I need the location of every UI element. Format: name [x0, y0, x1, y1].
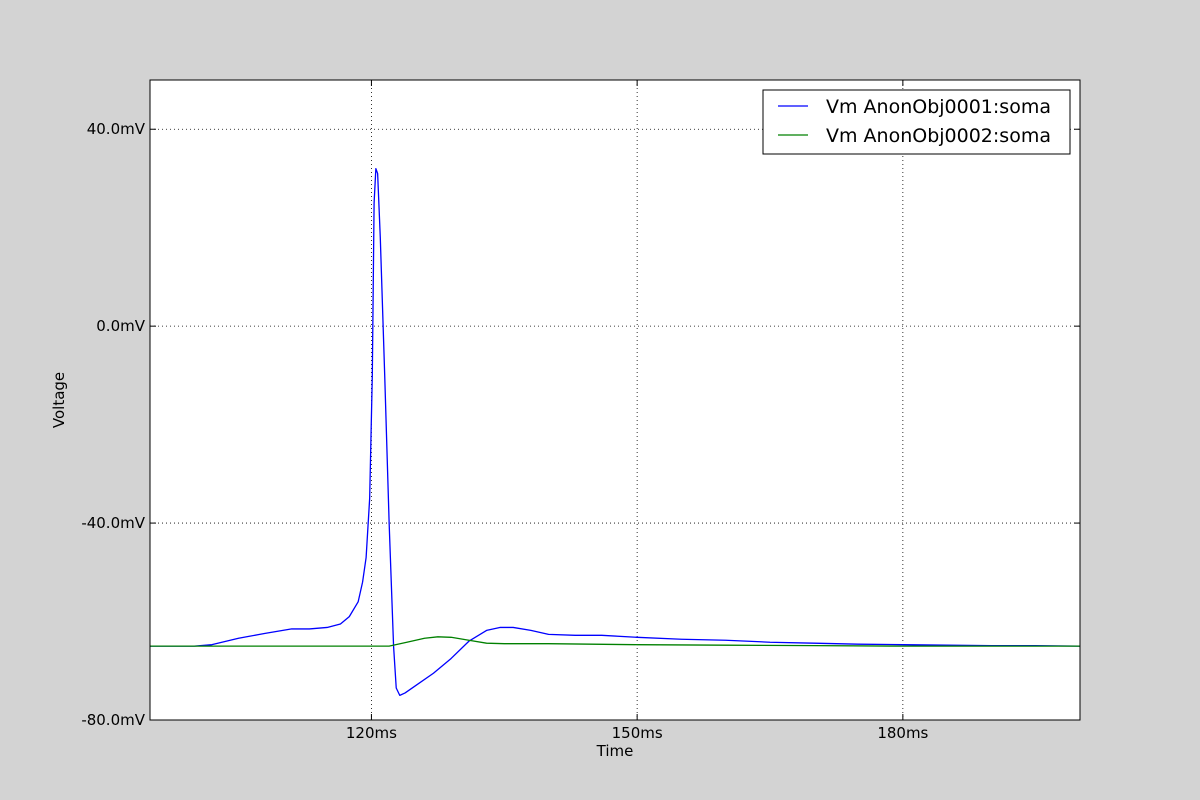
legend-label-0: Vm AnonObj0001:soma [826, 96, 1051, 118]
y-tick-label: -40.0mV [81, 514, 145, 532]
x-tick-label: 120ms [346, 724, 397, 742]
legend-label-1: Vm AnonObj0002:soma [826, 125, 1051, 147]
plot-area [150, 80, 1080, 720]
series-line-1 [150, 636, 1080, 647]
legend-box [762, 89, 1071, 155]
x-tick-label: 150ms [612, 724, 663, 742]
y-tick-label: 40.0mV [87, 120, 146, 138]
y-tick-label: 0.0mV [96, 317, 145, 335]
series-line-0 [150, 167, 1081, 697]
series-lines [150, 167, 1081, 697]
axis-ticks: 120ms 150ms 180ms -80.0mV -40.0mV 0.0mV 40.0mV [81, 80, 1080, 742]
plot-frame [149, 79, 1081, 721]
y-tick-label: -80.0mV [81, 711, 145, 729]
legend: Vm AnonObj0001:soma Vm AnonObj0002:soma [762, 89, 1071, 155]
x-tick-label: 180ms [877, 724, 928, 742]
x-axis-label: Time [596, 742, 634, 760]
y-axis-label: Voltage [50, 372, 68, 428]
